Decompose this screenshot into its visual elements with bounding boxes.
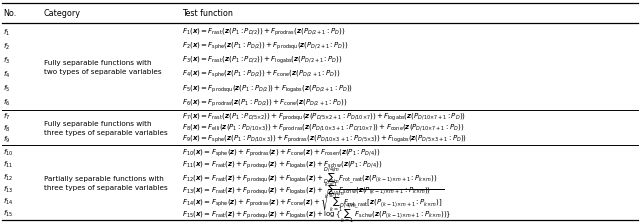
Text: $F_{10}(\boldsymbol{x}) = F_{\rm sphe}(\boldsymbol{z}) + F_{\rm prodras}(\boldsy: $F_{10}(\boldsymbol{x}) = F_{\rm sphe}(\…: [182, 147, 381, 159]
Text: $F_{15}(\boldsymbol{x}) = F_{\rm rast}(\boldsymbol{z}) + F_{\rm prodsqu}(\boldsy: $F_{15}(\boldsymbol{x}) = F_{\rm rast}(\…: [182, 202, 452, 222]
Text: $F_3(\boldsymbol{x}) = F_{\rm rast}(\boldsymbol{z}(P_1 : P_{D/2})) + F_{\rm loga: $F_3(\boldsymbol{x}) = F_{\rm rast}(\bol…: [182, 55, 343, 66]
Text: No.: No.: [3, 9, 17, 18]
Text: $F_{11}(\boldsymbol{x}) = F_{\rm rast}(\boldsymbol{z}) + F_{\rm prodsqu}(\boldsy: $F_{11}(\boldsymbol{x}) = F_{\rm rast}(\…: [182, 160, 383, 171]
Text: $f_{15}$: $f_{15}$: [3, 209, 13, 219]
Text: $F_5(\boldsymbol{x}) = F_{\rm prodsqu}(\boldsymbol{z}(P_1 : P_{D/2})) + F_{\rm l: $F_5(\boldsymbol{x}) = F_{\rm prodsqu}(\…: [182, 83, 353, 95]
Text: $f_5$: $f_5$: [3, 84, 10, 94]
Text: $F_{13}(\boldsymbol{x}) = F_{\rm rast}(\boldsymbol{z}) + F_{\rm prodsqu}(\boldsy: $F_{13}(\boldsymbol{x}) = F_{\rm rast}(\…: [182, 178, 431, 202]
Text: Fully separable functions with
two types of separable variables: Fully separable functions with two types…: [44, 60, 161, 75]
Text: $f_2$: $f_2$: [3, 42, 10, 52]
Text: $F_4(\boldsymbol{x}) = F_{\rm sphe}(\boldsymbol{z}(P_1 : P_{D/2})) + F_{\rm cone: $F_4(\boldsymbol{x}) = F_{\rm sphe}(\bol…: [182, 69, 341, 80]
Text: Fully separable functions with
three types of separable variables: Fully separable functions with three typ…: [44, 121, 167, 136]
Text: Category: Category: [44, 9, 81, 18]
Text: $F_{12}(\boldsymbol{x}) = F_{\rm rast}(\boldsymbol{z}) + F_{\rm prodsqu}(\boldsy: $F_{12}(\boldsymbol{x}) = F_{\rm rast}(\…: [182, 165, 438, 190]
Text: $f_4$: $f_4$: [3, 70, 11, 80]
Text: $F_2(\boldsymbol{x}) = F_{\rm sphe}(\boldsymbol{z}(P_1 : P_{D/2})) + F_{\rm prod: $F_2(\boldsymbol{x}) = F_{\rm sphe}(\bol…: [182, 41, 349, 52]
Text: $f_7$: $f_7$: [3, 112, 10, 122]
Text: Test function: Test function: [182, 9, 233, 18]
Text: $f_3$: $f_3$: [3, 56, 10, 66]
Text: $f_9$: $f_9$: [3, 135, 11, 145]
Text: $F_9(\boldsymbol{x}) = F_{\rm sphe}(\boldsymbol{z}(P_1 : P_{D/10{\times}3})) + F: $F_9(\boldsymbol{x}) = F_{\rm sphe}(\bol…: [182, 134, 468, 145]
Text: $f_1$: $f_1$: [3, 28, 10, 38]
Text: $F_6(\boldsymbol{x}) = F_{\rm prodras}(\boldsymbol{z}(P_1 : P_{D/2})) + F_{\rm c: $F_6(\boldsymbol{x}) = F_{\rm prodras}(\…: [182, 97, 348, 109]
Text: $F_{14}(\boldsymbol{x}) = F_{\rm sphe}(\boldsymbol{z}) + F_{\rm prodras}(\boldsy: $F_{14}(\boldsymbol{x}) = F_{\rm sphe}(\…: [182, 188, 444, 215]
Text: $F_7(\boldsymbol{x}) = F_{\rm rast}(\boldsymbol{z}(P_1 : P_{D/5{\times}2})) + F_: $F_7(\boldsymbol{x}) = F_{\rm rast}(\bol…: [182, 111, 467, 123]
Text: $f_{14}$: $f_{14}$: [3, 197, 14, 207]
Text: $f_6$: $f_6$: [3, 98, 11, 108]
Text: $F_8(\boldsymbol{x}) = F_{\rm elli}(\boldsymbol{z}(P_1 : P_{D/10{\times}3})) + F: $F_8(\boldsymbol{x}) = F_{\rm elli}(\bol…: [182, 123, 465, 134]
Text: $f_{13}$: $f_{13}$: [3, 185, 13, 195]
Text: $f_{11}$: $f_{11}$: [3, 160, 13, 170]
Text: $F_1(\boldsymbol{x}) = F_{\rm rast}(\boldsymbol{z}(P_1 : P_{D/2})) + F_{\rm prod: $F_1(\boldsymbol{x}) = F_{\rm rast}(\bol…: [182, 27, 346, 38]
Text: $f_{10}$: $f_{10}$: [3, 148, 14, 158]
Text: $f_{12}$: $f_{12}$: [3, 172, 13, 182]
Text: $f_8$: $f_8$: [3, 123, 11, 133]
Text: Partially separable functions with
three types of separable variables: Partially separable functions with three…: [44, 176, 167, 191]
